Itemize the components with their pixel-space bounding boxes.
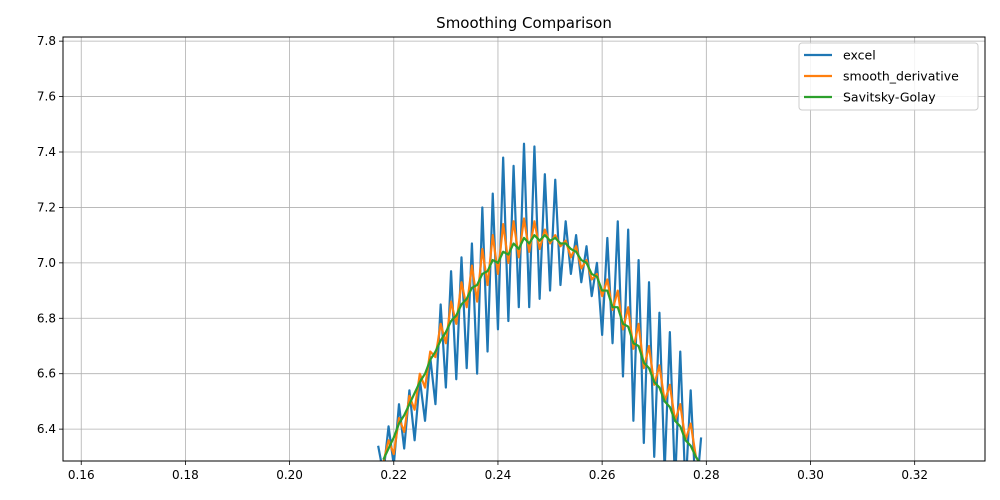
legend-label: smooth_derivative <box>843 69 959 84</box>
y-tick-label: 7.4 <box>37 145 56 159</box>
y-tick-label: 6.8 <box>37 311 56 325</box>
x-tick-label: 0.28 <box>693 468 720 482</box>
y-tick-label: 7.0 <box>37 256 56 270</box>
series-line-2 <box>382 234 700 461</box>
x-tick-label: 0.30 <box>797 468 824 482</box>
legend-label: Savitsky-Golay <box>843 90 936 105</box>
x-tick-label: 0.24 <box>485 468 512 482</box>
y-tick-label: 6.4 <box>37 422 56 436</box>
legend-box <box>798 42 979 111</box>
x-tick-label: 0.20 <box>276 468 303 482</box>
series-line-0 <box>377 142 703 461</box>
legend-label: excel <box>843 48 876 63</box>
legend: excel smooth_derivative Savitsky-Golay <box>798 42 979 111</box>
x-tick-label: 0.26 <box>589 468 616 482</box>
x-tick-label: 0.22 <box>380 468 407 482</box>
plot-frame <box>62 36 986 462</box>
x-tick-label: 0.16 <box>68 468 95 482</box>
y-tick-label: 7.8 <box>37 34 56 48</box>
x-axis: 0.16 0.18 0.20 0.22 0.24 0.26 0.28 0.30 0.32 <box>68 461 928 482</box>
chart-title: Smoothing Comparison <box>436 14 612 32</box>
y-tick-label: 6.6 <box>37 367 56 381</box>
y-tick-label: 7.6 <box>37 90 56 104</box>
x-tick-label: 0.32 <box>901 468 928 482</box>
series-lines <box>377 142 703 461</box>
y-axis: 6.4 6.6 6.8 7.0 7.2 7.4 7.6 7.8 <box>37 34 63 436</box>
x-tick-label: 0.18 <box>172 468 199 482</box>
y-tick-label: 7.2 <box>37 200 56 214</box>
